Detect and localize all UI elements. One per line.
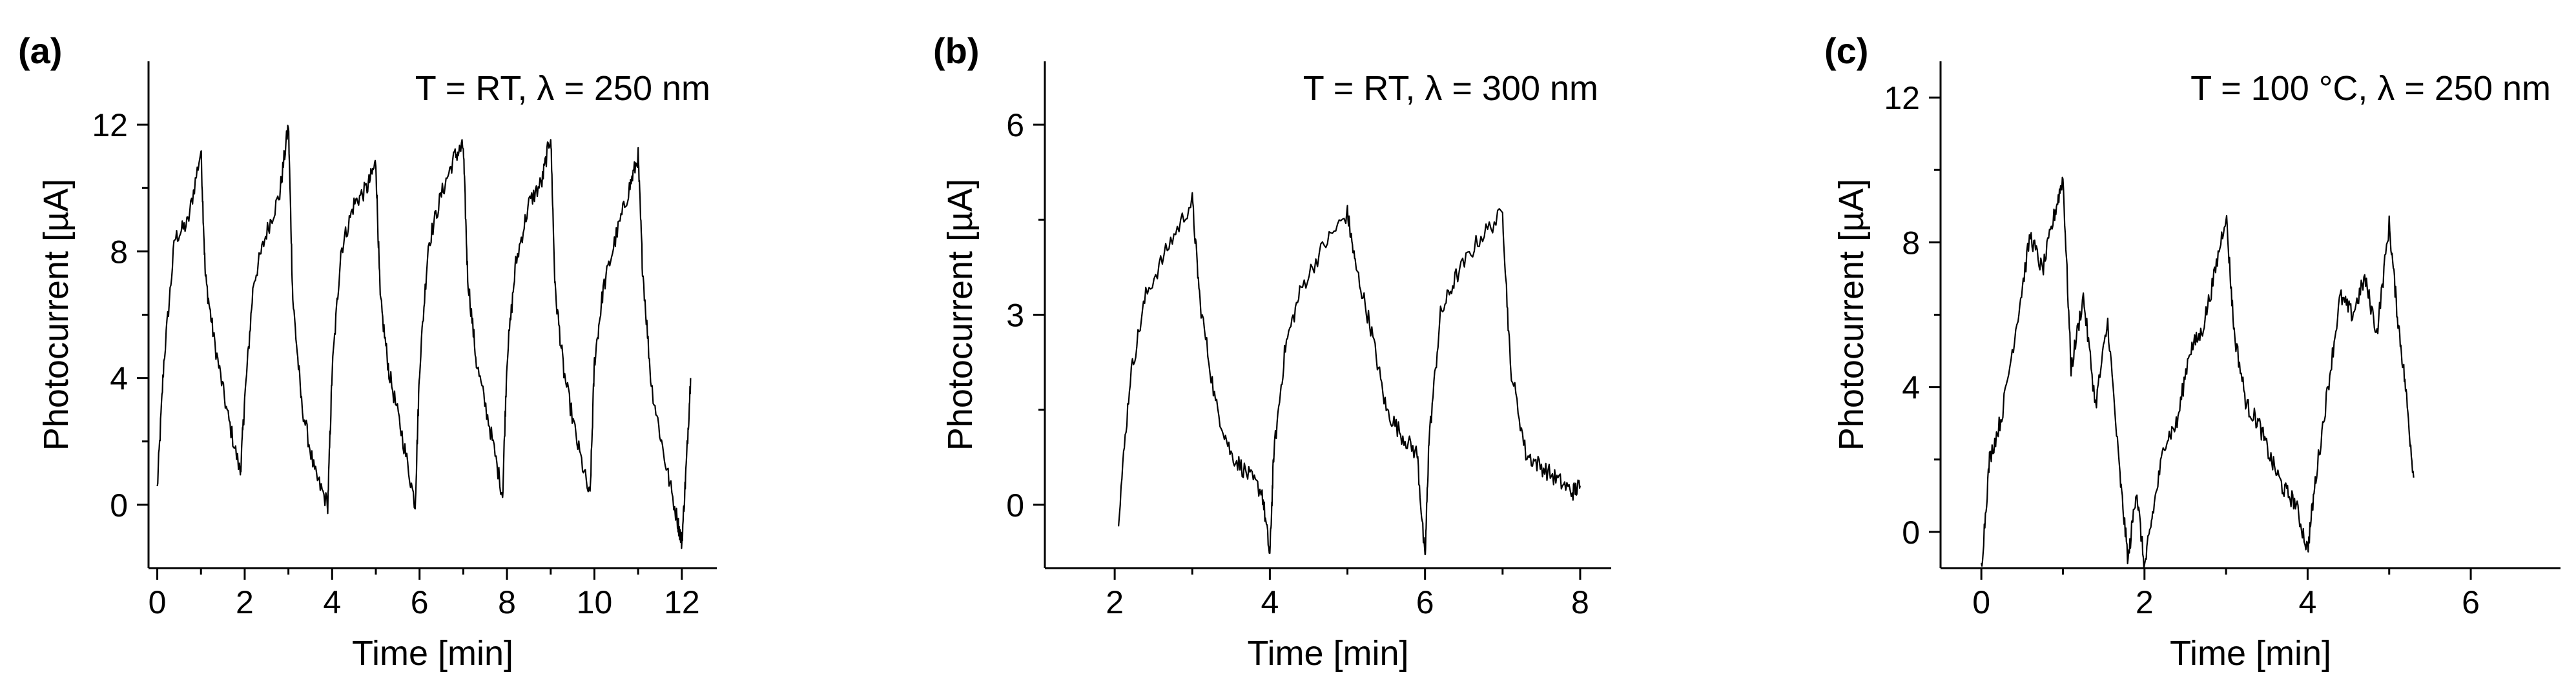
- panel-1: (a) 0 2 4 6 8 10 12 0 4 8 12 Time [min] Photocurrent …: [18, 30, 717, 673]
- y-tick-label: 8: [110, 234, 128, 270]
- y-tick-label: 0: [1902, 515, 1920, 551]
- y-tick-label: 6: [1006, 107, 1024, 143]
- x-tick-label: 0: [149, 584, 167, 620]
- series-line-photocurrent: [1118, 192, 1581, 556]
- panel-label: (a): [18, 30, 62, 71]
- y-tick-label: 12: [1884, 80, 1920, 116]
- x-tick-label: 6: [1416, 584, 1434, 620]
- x-axis-title: Time [min]: [1247, 634, 1408, 673]
- x-tick-label: 4: [323, 584, 341, 620]
- y-tick-label: 4: [110, 361, 128, 397]
- y-axis-title: Photocurrent [µA]: [941, 179, 980, 451]
- x-tick-label: 2: [1106, 584, 1124, 620]
- y-tick-label: 8: [1902, 225, 1920, 261]
- condition-annotation: T = RT, λ = 300 nm: [1303, 69, 1598, 108]
- x-tick-label: 6: [411, 584, 429, 620]
- y-axis-title: Photocurrent [µA]: [1832, 179, 1871, 451]
- x-tick-label: 6: [2462, 584, 2480, 620]
- panel-3: (c) 0 2 4 6 0 4 8 12 Time [min] Photocurrent [µA] T…: [1824, 30, 2561, 673]
- x-tick-label: 2: [236, 584, 254, 620]
- x-tick-label: 4: [2299, 584, 2317, 620]
- x-axis-title: Time [min]: [2170, 634, 2331, 673]
- y-tick-label: 4: [1902, 370, 1920, 406]
- y-tick-label: 3: [1006, 298, 1024, 334]
- x-tick-label: 8: [498, 584, 516, 620]
- x-tick-label: 12: [664, 584, 700, 620]
- x-tick-label: 8: [1571, 584, 1589, 620]
- x-axis-title: Time [min]: [352, 634, 513, 673]
- condition-annotation: T = RT, λ = 250 nm: [415, 69, 710, 108]
- x-tick-label: 10: [577, 584, 613, 620]
- x-tick-label: 0: [1972, 584, 1990, 620]
- y-tick-label: 0: [110, 487, 128, 524]
- x-tick-label: 2: [2136, 584, 2154, 620]
- y-tick-label: 0: [1006, 487, 1024, 524]
- panel-label: (b): [933, 30, 980, 71]
- series-line-photocurrent: [1981, 176, 2415, 569]
- series-line-photocurrent: [156, 125, 692, 549]
- panel-label: (c): [1824, 30, 1868, 71]
- condition-annotation: T = 100 °C, λ = 250 nm: [2190, 69, 2551, 108]
- y-axis-title: Photocurrent [µA]: [37, 179, 76, 451]
- x-tick-label: 4: [1261, 584, 1279, 620]
- y-tick-label: 12: [92, 107, 128, 143]
